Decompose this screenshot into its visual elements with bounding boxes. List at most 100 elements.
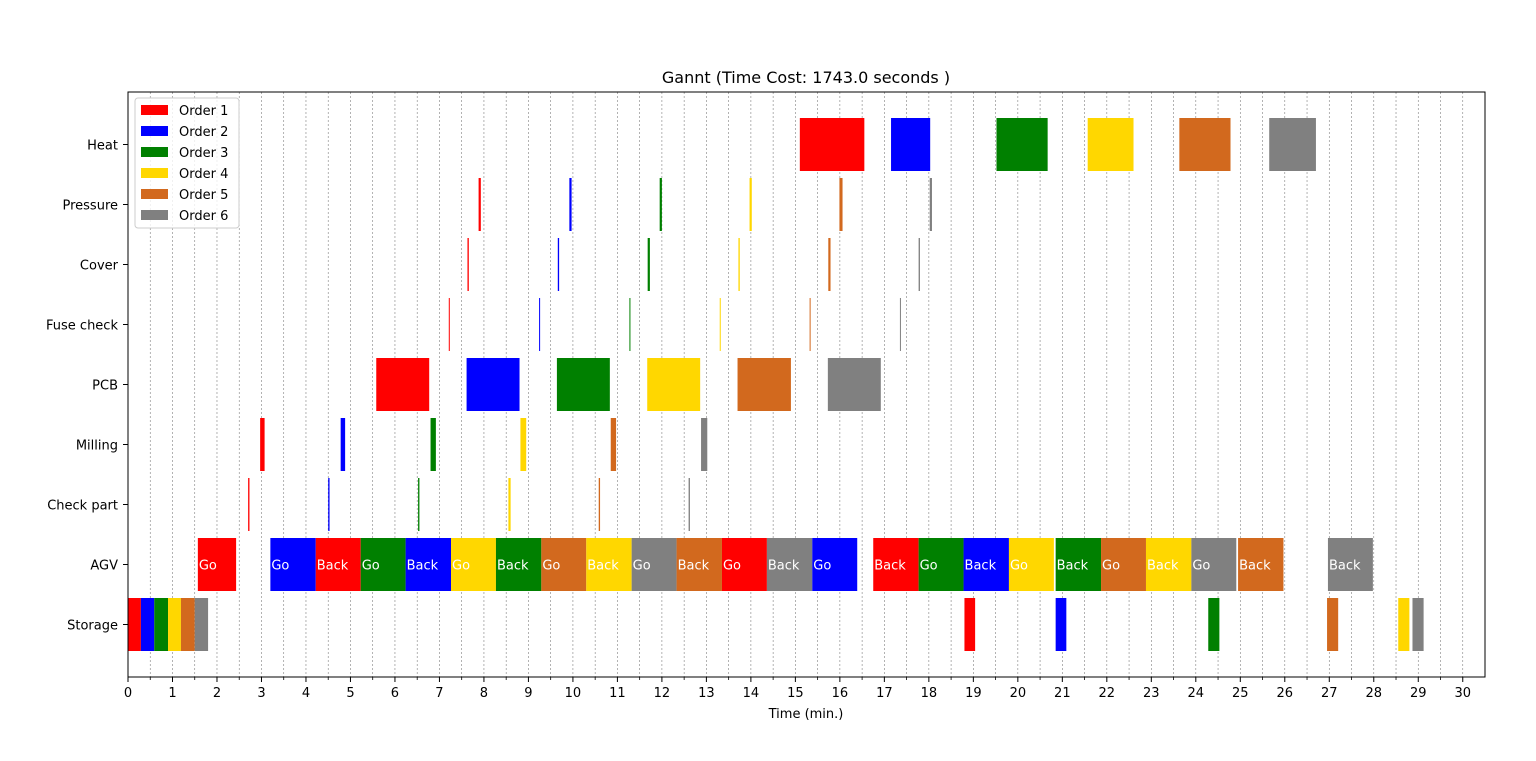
task-bar <box>631 538 677 591</box>
task-bar <box>688 478 690 531</box>
task-bar <box>557 238 560 291</box>
task-bar <box>610 418 617 471</box>
y-tick-label: Pressure <box>62 199 118 214</box>
task-bar-label: Back <box>874 559 906 574</box>
task-bar <box>451 538 496 591</box>
x-tick-label: 17 <box>876 686 893 701</box>
task-bar <box>812 538 858 591</box>
task-bar-label: Back <box>768 559 800 574</box>
x-tick-label: 1 <box>168 686 176 701</box>
x-tick-label: 20 <box>1010 686 1027 701</box>
task-bar <box>448 298 450 351</box>
y-tick-label: Heat <box>87 139 118 154</box>
task-bar-label: Go <box>199 559 217 574</box>
task-bar-label: Go <box>813 559 831 574</box>
task-bars <box>128 118 1424 651</box>
task-bar <box>738 238 740 291</box>
task-bar <box>430 418 436 471</box>
task-bar <box>1327 538 1373 591</box>
task-bar-label: Go <box>542 559 560 574</box>
y-tick-label: Check part <box>47 499 118 514</box>
task-bar <box>996 118 1048 171</box>
legend-swatch <box>141 126 168 136</box>
task-bar <box>737 358 791 411</box>
task-bar <box>376 358 430 411</box>
x-tick-label: 16 <box>832 686 849 701</box>
y-tick-label: Storage <box>67 619 118 634</box>
legend-swatch <box>141 210 168 220</box>
task-bar <box>197 538 237 591</box>
task-bar-label: Back <box>407 559 439 574</box>
task-bar-label: Back <box>587 559 619 574</box>
x-tick-label: 9 <box>524 686 532 701</box>
task-bar-label: Go <box>271 559 289 574</box>
task-bar <box>963 538 1009 591</box>
legend-label: Order 2 <box>179 125 228 140</box>
task-bar-label: Back <box>497 559 529 574</box>
x-tick-label: 28 <box>1365 686 1382 701</box>
task-bar-labels: Go Go Back Go Back Go Back Go Back Go Back Go Back Go… <box>199 559 1361 574</box>
y-tick-label: AGV <box>90 559 118 574</box>
task-bar <box>1179 118 1231 171</box>
x-tick-label: 26 <box>1277 686 1294 701</box>
x-axis: 0 1 2 3 4 5 6 7 8 9 10 11 12 13 14 15 16 17 18 19 20 21 22 23 24… <box>124 677 1471 701</box>
task-bar <box>1055 598 1067 651</box>
x-tick-label: 2 <box>213 686 221 701</box>
x-tick-label: 12 <box>654 686 671 701</box>
task-bar <box>809 298 811 351</box>
task-bar <box>1145 538 1192 591</box>
task-bar <box>899 298 901 351</box>
x-tick-label: 14 <box>743 686 760 701</box>
task-bar <box>194 598 209 651</box>
legend-label: Order 4 <box>179 167 228 182</box>
task-bar <box>799 118 865 171</box>
x-tick-label: 19 <box>965 686 982 701</box>
x-axis-label: Time (min.) <box>768 707 844 722</box>
task-bar <box>719 298 721 351</box>
task-bar <box>1269 118 1316 171</box>
task-bar-label: Back <box>317 559 349 574</box>
y-axis: Heat Pressure Cover Fuse check PCB Milling Che… <box>46 139 128 634</box>
task-bar <box>647 358 701 411</box>
task-bar <box>180 598 195 651</box>
task-bar <box>248 478 250 531</box>
task-bar-label: Go <box>920 559 938 574</box>
x-tick-label: 10 <box>565 686 582 701</box>
task-bar <box>1398 598 1410 651</box>
chart-title: Gannt (Time Cost: 1743.0 seconds ) <box>662 68 950 87</box>
task-bar <box>839 178 843 231</box>
task-bar <box>598 478 601 531</box>
legend-swatch <box>141 105 168 115</box>
task-bar-label: Go <box>452 559 470 574</box>
task-bar <box>128 598 141 651</box>
task-bar <box>541 538 587 591</box>
task-bar <box>405 538 452 591</box>
task-bar <box>1191 538 1237 591</box>
x-tick-label: 21 <box>1054 686 1071 701</box>
x-tick-label: 6 <box>391 686 399 701</box>
task-bar-label: Back <box>1329 559 1361 574</box>
y-tick-label: Cover <box>80 259 119 274</box>
task-bar <box>1208 598 1220 651</box>
task-bar <box>520 418 527 471</box>
x-tick-label: 25 <box>1232 686 1249 701</box>
task-bar <box>1055 538 1102 591</box>
task-bar <box>466 358 520 411</box>
task-bar <box>140 598 155 651</box>
task-bar <box>873 538 919 591</box>
x-tick-label: 8 <box>480 686 488 701</box>
task-bar <box>467 238 469 291</box>
task-bar <box>766 538 813 591</box>
x-tick-label: 5 <box>346 686 354 701</box>
x-tick-label: 23 <box>1143 686 1160 701</box>
task-bar-label: Back <box>1147 559 1179 574</box>
task-bar <box>478 178 481 231</box>
task-bar <box>929 178 932 231</box>
y-tick-label: Fuse check <box>46 319 118 334</box>
task-bar <box>1412 598 1424 651</box>
x-tick-label: 24 <box>1188 686 1205 701</box>
task-bar <box>418 478 420 531</box>
task-bar <box>360 538 406 591</box>
x-tick-label: 3 <box>257 686 265 701</box>
